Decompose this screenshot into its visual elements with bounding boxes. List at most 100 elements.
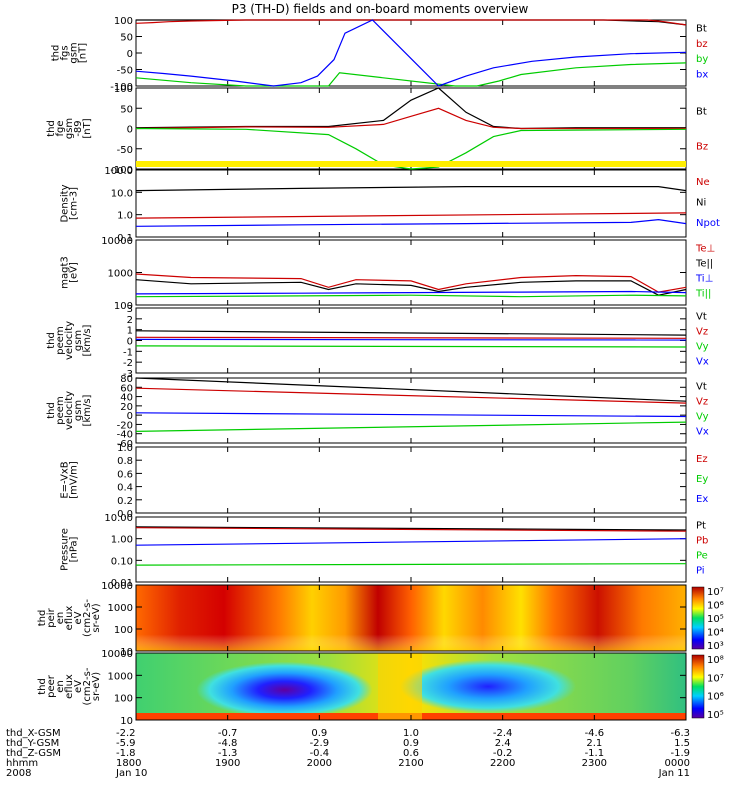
y-axis-label: Pressure xyxy=(60,528,71,571)
ephemeris-value: 0.9 xyxy=(311,728,327,739)
colorbar-tick-label: 10⁸ xyxy=(707,655,724,666)
panel-series-group xyxy=(135,273,687,298)
y-tick-label: 1.0 xyxy=(117,443,133,454)
legend-entry: Pi xyxy=(696,566,705,577)
y-tick-label: 60 xyxy=(120,383,133,394)
y-tick-label: 80 xyxy=(120,374,133,385)
y-tick-label: 2 xyxy=(127,315,133,326)
legend-entry: bx xyxy=(696,70,708,81)
panel-efield: 1.0 0.8 0.6 0.4 0.2 0.0 E=-VxB[mV/m] Ez Ey Ex xyxy=(60,443,709,520)
colorbar-tick-label: 10⁴ xyxy=(707,628,724,639)
series-line-bx xyxy=(135,19,687,87)
series-line-Ne xyxy=(135,212,687,219)
legend-entry: Vx xyxy=(696,427,709,438)
y-axis-label: velocity xyxy=(64,321,75,360)
y-tick-label: -60 xyxy=(117,439,133,450)
ephemeris-value: 2300 xyxy=(582,758,607,769)
y-axis-label: eflux xyxy=(64,606,75,631)
y-tick-label: -100 xyxy=(110,82,133,93)
legend-entry: Pt xyxy=(696,520,706,531)
legend-entry: by xyxy=(696,54,708,65)
series-line-Pt xyxy=(135,526,687,531)
panel-frame xyxy=(135,516,687,583)
legend-entry: Ex xyxy=(696,494,708,505)
ephemeris-row-label: thd_Z-GSM xyxy=(6,748,61,759)
panel-series-group xyxy=(135,377,687,432)
y-axis-label: fgs xyxy=(60,45,71,60)
legend-entry: Ez xyxy=(696,454,708,465)
series-line-Ni xyxy=(135,186,687,192)
y-axis-label: [km/s] xyxy=(82,394,93,426)
ephemeris-value: 0000 xyxy=(665,758,690,769)
legend-entry: Te⊥ xyxy=(695,243,715,254)
y-axis-label: [km/s] xyxy=(82,324,93,356)
ephemeris-value: -1.8 xyxy=(116,748,136,759)
y-axis-label: sr-eV) xyxy=(91,603,102,632)
y-tick-label: -50 xyxy=(117,66,133,77)
series-line-Vt xyxy=(135,330,687,336)
y-tick-label: 0.8 xyxy=(117,456,133,467)
series-line-bz xyxy=(135,19,687,26)
series-line-Bz xyxy=(135,107,686,130)
y-tick-label: 40 xyxy=(120,393,133,404)
y-axis-label: [eV] xyxy=(69,262,80,283)
y-tick-label: 0 xyxy=(127,49,133,60)
y-tick-label: 0.1 xyxy=(117,233,133,244)
y-tick-label: 0.6 xyxy=(117,469,133,480)
series-line-Pb xyxy=(135,527,687,532)
ephemeris-value: -0.7 xyxy=(218,728,238,739)
panel-series-group xyxy=(135,186,687,227)
legend-entry: Vy xyxy=(696,342,709,353)
y-axis-label: gsm xyxy=(73,400,84,421)
y-tick-label: -100 xyxy=(110,165,133,176)
legend-entry: Vx xyxy=(696,357,709,368)
colorbar-tick-label: 10⁷ xyxy=(707,587,724,598)
legend-entry: Bt xyxy=(696,24,707,35)
legend-entry: Bt xyxy=(696,106,707,117)
y-axis-label: thd xyxy=(46,120,57,137)
y-tick-label: 50 xyxy=(120,33,133,44)
y-axis-label: (cm2-s- xyxy=(82,599,93,637)
legend-entry: Ni xyxy=(696,198,706,209)
y-tick-label: 1000 xyxy=(108,603,133,614)
y-tick-label: -50 xyxy=(117,145,133,156)
ion-spectrogram-lowenergy xyxy=(136,585,686,651)
y-axis-label: [cm-3] xyxy=(69,187,80,220)
ephemeris-value: -1.9 xyxy=(670,748,690,759)
ephemeris-value: 2000 xyxy=(307,758,332,769)
y-axis-label: E=-VxB xyxy=(60,461,71,498)
ephemeris-date: Jan 10 xyxy=(115,768,147,779)
y-tick-label: 10 xyxy=(120,716,133,727)
y-tick-label: 0.4 xyxy=(117,483,133,494)
ephemeris-value: -2.4 xyxy=(493,728,513,739)
colorbar xyxy=(691,654,705,719)
legend-entry: Vz xyxy=(696,326,708,337)
y-axis-label: thd xyxy=(51,45,62,62)
y-tick-label: 0.2 xyxy=(117,496,133,507)
colorbar-tick-label: 10⁶ xyxy=(707,601,724,612)
elec-spectrogram-high-flux-band xyxy=(378,653,422,720)
legend-entry: Ne xyxy=(696,177,710,188)
ephemeris-value: 1800 xyxy=(116,758,141,769)
y-tick-label: 3 xyxy=(127,304,133,315)
y-axis-label: -89 xyxy=(73,120,84,136)
y-axis-label: peer xyxy=(46,674,57,698)
y-axis-label: eflux xyxy=(64,674,75,699)
ephemeris-value: 2100 xyxy=(398,758,423,769)
panel-series-group xyxy=(135,87,687,170)
y-tick-label: 10000 xyxy=(101,581,133,592)
y-tick-label: 20 xyxy=(120,402,133,413)
y-tick-label: 10.0 xyxy=(111,188,133,199)
y-tick-label: -3 xyxy=(123,369,133,380)
panel-frame xyxy=(135,169,687,238)
ephemeris-value: 2200 xyxy=(490,758,515,769)
legend-entry: Ey xyxy=(696,474,708,485)
y-tick-label: 1 xyxy=(127,326,133,337)
y-axis-label: velocity xyxy=(64,391,75,430)
y-axis-label: (cm2-s- xyxy=(82,667,93,705)
ephemeris-value: 2.1 xyxy=(586,738,602,749)
ephemeris-value: -2.2 xyxy=(116,728,136,739)
legend-entry: Vt xyxy=(696,311,707,322)
panel-temp: 10000 1000 100 magt3[eV] Te⊥ Te|| Ti⊥ Ti|| xyxy=(60,236,716,312)
